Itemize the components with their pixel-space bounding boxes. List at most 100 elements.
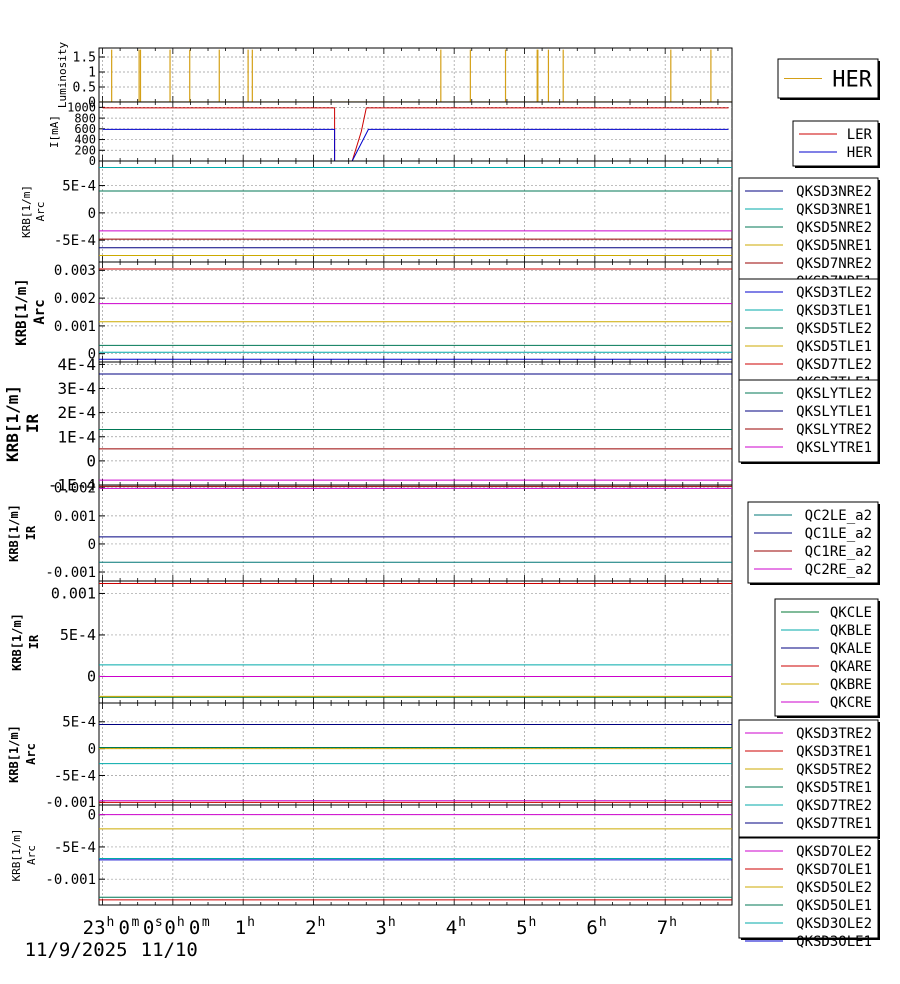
y-tick-label: 3E-4 xyxy=(57,379,96,398)
x-date-label: 11/10 xyxy=(141,939,198,961)
legend-entry: QKBLE xyxy=(830,623,872,639)
legend-entry: QC1LE_a2 xyxy=(805,526,872,542)
x-tick-unit: h xyxy=(388,915,396,930)
x-tick-unit: h xyxy=(107,915,115,930)
legend-entry: QKSD3TLE2 xyxy=(796,285,872,301)
legend-entry: QKSD3TRE2 xyxy=(796,726,872,742)
x-tick-minute-label: 0 xyxy=(189,917,200,939)
y-tick-label: 0 xyxy=(88,537,96,553)
y-tick-label: -5E-4 xyxy=(54,840,96,856)
legend-entry: QKSD3NRE2 xyxy=(796,184,872,200)
y-tick-label: 0.002 xyxy=(54,481,96,497)
y-tick-label: 1 xyxy=(88,66,96,81)
x-overlay-label: 0 xyxy=(143,917,154,939)
y-tick-label: 1.5 xyxy=(73,51,96,66)
y-tick-label: 0 xyxy=(88,347,96,363)
x-tick-unit: h xyxy=(177,915,185,930)
y-axis-label: KRB[1/m] xyxy=(10,829,23,882)
y-tick-label: 0 xyxy=(89,154,96,168)
y-axis-label-2: IR xyxy=(27,634,41,649)
legend-entry: QKSD7TLE2 xyxy=(796,357,872,373)
y-tick-label: 0 xyxy=(88,742,96,758)
x-tick-unit: h xyxy=(318,915,326,930)
y-tick-label: -5E-4 xyxy=(54,233,96,249)
y-tick-label: 600 xyxy=(74,122,96,136)
legend-box xyxy=(774,598,879,717)
y-tick-label: 5E-4 xyxy=(62,178,96,194)
legend-entry: QKCRE xyxy=(830,695,872,711)
legend-box xyxy=(738,837,879,939)
legend-entry: QKSD5OLE2 xyxy=(796,880,872,896)
legend-entry: LER xyxy=(847,127,873,143)
y-tick-label: 0.5 xyxy=(73,81,96,96)
legend-entry: QKSD5TRE2 xyxy=(796,762,872,778)
legend-entry: QKSD3OLE2 xyxy=(796,916,872,932)
x-tick-label: 23 xyxy=(83,917,106,939)
y-tick-label: 0.001 xyxy=(54,319,96,335)
y-axis-label: KRB[1/m] xyxy=(7,725,21,783)
legend-entry: QKSD5NRE1 xyxy=(796,238,872,254)
y-tick-label: 0.001 xyxy=(54,509,96,525)
y-tick-label: 0 xyxy=(87,668,96,686)
y-axis-label-2: IR xyxy=(24,525,38,540)
y-axis-label-2: Arc xyxy=(32,299,48,324)
legend-entry: QKCLE xyxy=(830,605,872,621)
y-tick-label: 2E-4 xyxy=(57,403,96,422)
y-tick-label: 0.003 xyxy=(54,263,96,279)
legend-entry: QKSD5TLE1 xyxy=(796,339,872,355)
y-tick-label: 1E-4 xyxy=(57,427,96,446)
y-axis-label: I[mA] xyxy=(48,115,61,148)
y-axis-label: KRB[1/m] xyxy=(10,613,24,671)
legend-box xyxy=(738,177,879,291)
y-tick-label: 0.002 xyxy=(54,291,96,307)
y-axis-label: KRB[1/m] xyxy=(7,504,21,562)
legend-entry: QKSD7OLE1 xyxy=(796,862,872,878)
plot-frame-7 xyxy=(98,702,733,806)
y-tick-label: 800 xyxy=(74,111,96,125)
legend-entry: QKSD5OLE1 xyxy=(796,898,872,914)
y-tick-label: 0 xyxy=(88,96,96,111)
legend-entry: QKSLYTLE2 xyxy=(796,386,872,402)
legend-entry: QC1RE_a2 xyxy=(805,544,872,560)
x-tick-label: 7 xyxy=(657,917,668,939)
y-axis-label-2: Arc xyxy=(25,845,38,865)
x-tick-label: 5 xyxy=(516,917,527,939)
x-date-label: 11/9/2025 xyxy=(25,939,128,961)
legend-entry: QKSLYTRE2 xyxy=(796,422,872,438)
y-tick-label: 0 xyxy=(88,206,96,222)
plot-frame-8 xyxy=(98,804,733,906)
plot-frame-4 xyxy=(98,361,733,486)
legend-entry: HER xyxy=(847,145,873,161)
y-tick-label: 0.001 xyxy=(51,585,96,603)
x-tick-minute-unit: m xyxy=(132,915,140,930)
y-tick-label: -1E-4 xyxy=(48,476,96,495)
plot-frame-6 xyxy=(98,580,733,704)
plot-frame-5 xyxy=(98,484,733,582)
legend-entry: QKSD7TRE1 xyxy=(796,816,872,832)
y-axis-label: KRB[1/m] xyxy=(20,185,33,238)
legend-entry: QKSD3TLE1 xyxy=(796,303,872,319)
legend-entry: QKSD5TRE1 xyxy=(796,780,872,796)
x-tick-label: 3 xyxy=(375,917,386,939)
legend-entry: QKSD5TLE2 xyxy=(796,321,872,337)
legend-entry: QC2RE_a2 xyxy=(805,562,872,578)
x-tick-minute-unit: m xyxy=(202,915,210,930)
plot-frame-3 xyxy=(98,261,733,363)
legend-box xyxy=(738,278,879,392)
legend-entry: HER xyxy=(832,67,872,92)
legend-box xyxy=(738,379,879,463)
y-tick-label: -0.001 xyxy=(45,565,96,581)
y-axis-label: KRB[1/m] xyxy=(3,385,22,462)
legend-entry: QKSD5NRE2 xyxy=(796,220,872,236)
x-tick-label: 0 xyxy=(164,917,175,939)
legend-entry: QKSD3OLE1 xyxy=(796,934,872,950)
legend-entry: QKSLYTRE1 xyxy=(796,440,872,456)
y-tick-label: 4E-4 xyxy=(57,355,96,374)
x-tick-unit: h xyxy=(599,915,607,930)
x-tick-minute-label: 0 xyxy=(119,917,130,939)
plot-frame-1 xyxy=(98,101,733,162)
y-tick-label: 200 xyxy=(74,143,96,157)
y-tick-label: -5E-4 xyxy=(54,768,96,784)
y-tick-label: 1000 xyxy=(67,101,96,115)
